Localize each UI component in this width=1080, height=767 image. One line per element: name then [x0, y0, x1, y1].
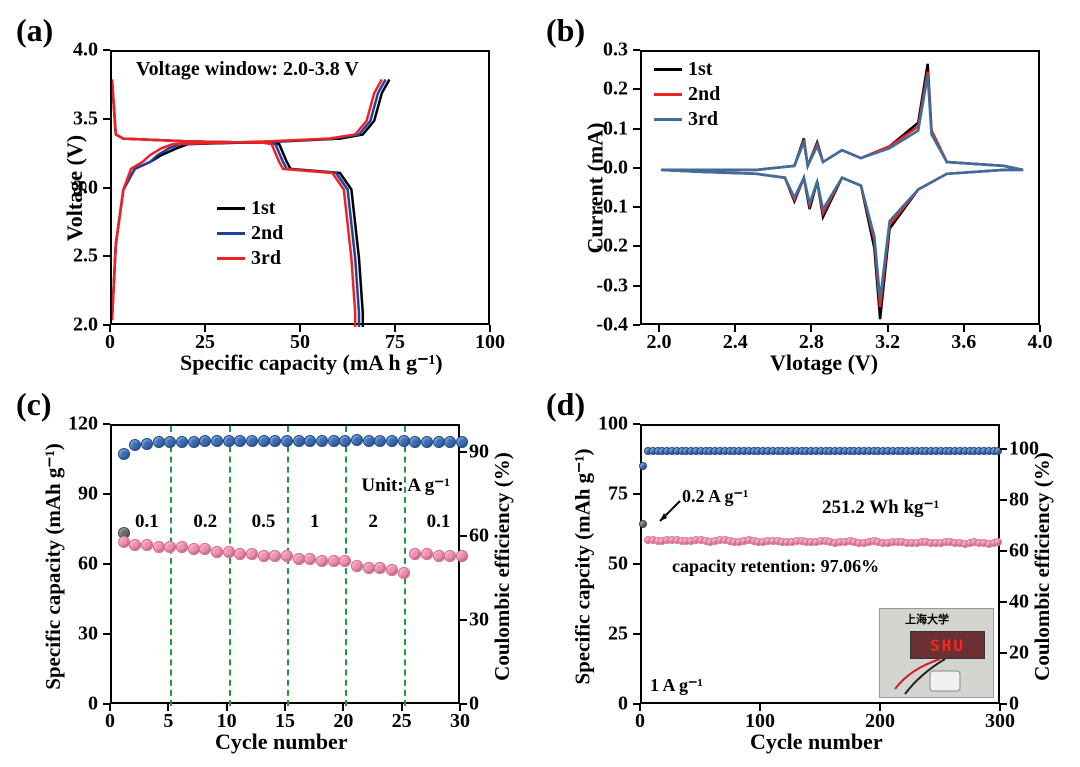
legend-a: 1st 2nd 3rd	[217, 197, 283, 270]
panel-label-a: (a)	[16, 12, 53, 49]
xlabel-b: Vlotage (V)	[770, 350, 878, 376]
panel-a: (a) Voltage window: 2.0-3.8 V 1st 2nd 3r…	[10, 10, 540, 384]
legend-text-a1: 1st	[251, 197, 275, 220]
panel-c: (c) Unit: A g⁻¹ 0.10.20.5120.1 051015202…	[10, 384, 540, 758]
arrow-d-icon	[655, 496, 695, 526]
annot-d2: 251.2 Wh kg⁻¹	[822, 496, 939, 519]
chart-a-svg	[112, 52, 492, 327]
panel-label-c: (c)	[16, 386, 52, 423]
legend-swatch-b1	[654, 68, 682, 71]
legend-text-a2: 2nd	[251, 222, 283, 245]
rate-label: 1	[310, 511, 320, 533]
rate-label: 0.2	[193, 511, 217, 533]
plot-c: Unit: A g⁻¹ 0.1 0.2 0.5 1 2 0.1	[110, 424, 460, 704]
legend-text-b3: 3rd	[688, 108, 718, 131]
ylabel-c: Specific capacity (mAh g⁻¹)	[41, 443, 66, 690]
unit-label-c: Unit: A g⁻¹	[361, 474, 450, 497]
legend-text-a3: 3rd	[251, 247, 281, 270]
y2label-c: Coulombic efficiency (%)	[490, 452, 515, 681]
plot-b: 1st 2nd 3rd	[640, 50, 1040, 325]
rate-label: 0.5	[252, 511, 276, 533]
inset-photo: 上海大学 SHU	[879, 608, 994, 698]
rate-label: 2	[368, 511, 378, 533]
voltage-window-annot: Voltage window: 2.0-3.8 V	[136, 58, 359, 81]
panel-b: (b) 1st 2nd 3rd 2.02.42.83.23.64.0 -0.4-…	[540, 10, 1070, 384]
panel-label-d: (d)	[546, 386, 585, 423]
xlabel-c: Cycle number	[215, 729, 348, 755]
rate-label: 0.1	[427, 511, 451, 533]
plot-a: Voltage window: 2.0-3.8 V 1st 2nd 3rd	[110, 50, 490, 325]
rate-label: 0.1	[135, 511, 159, 533]
legend-b: 1st 2nd 3rd	[654, 58, 720, 131]
ylabel-a: Voltage (V)	[62, 135, 88, 241]
panel-label-b: (b)	[546, 12, 585, 49]
plot-d: 0.2 A g⁻¹ 251.2 Wh kg⁻¹ capacity retenti…	[640, 424, 1000, 704]
annot-d3: capacity retention: 97.06%	[672, 556, 879, 577]
legend-swatch-a1	[217, 207, 245, 210]
panel-d: (d) 0.2 A g⁻¹ 251.2 Wh kg⁻¹ capacity ret…	[540, 384, 1070, 758]
legend-swatch-a3	[217, 257, 245, 260]
inset-wires-icon	[880, 609, 995, 699]
ylabel-b: Current (mA)	[582, 123, 608, 254]
legend-text-b1: 1st	[688, 58, 712, 81]
ylabel-d: Specific capcity (mAh g⁻¹)	[571, 448, 596, 684]
xlabel-a: Specific capacity (mA h g⁻¹)	[180, 350, 443, 376]
annot-d4: 1 A g⁻¹	[650, 675, 703, 696]
legend-text-b2: 2nd	[688, 83, 720, 106]
xlabel-d: Cycle number	[750, 729, 883, 755]
y2label-d: Coulombic efficiency (%)	[1030, 452, 1055, 681]
legend-swatch-b3	[654, 118, 682, 121]
legend-swatch-b2	[654, 93, 682, 96]
legend-swatch-a2	[217, 232, 245, 235]
